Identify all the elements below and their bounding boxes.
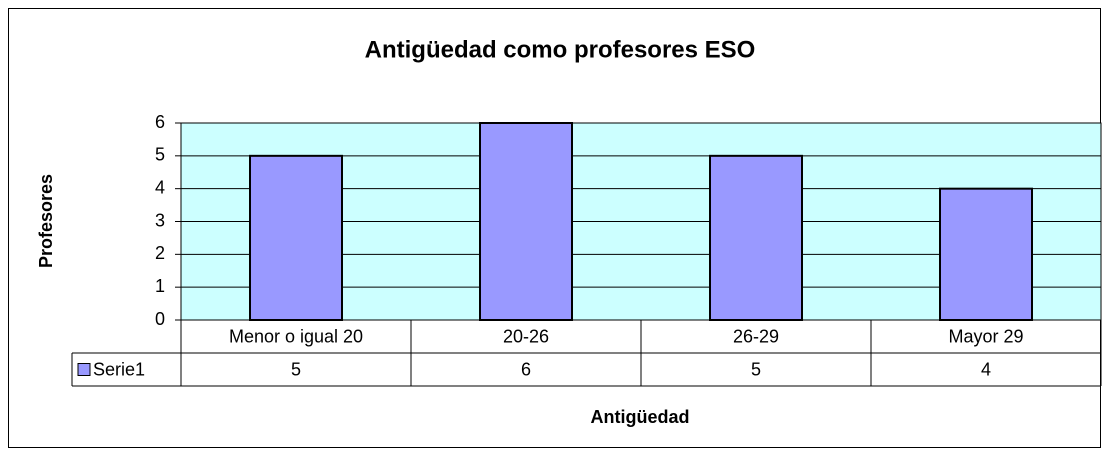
x-tick-label: 26-29 <box>733 326 779 346</box>
table-value: 5 <box>291 359 301 379</box>
x-tick-label: Menor o igual 20 <box>229 326 363 346</box>
y-tick-label: 3 <box>155 210 165 230</box>
bar <box>249 154 343 321</box>
legend-label: Serie1 <box>93 359 145 379</box>
y-axis-label: Profesores <box>36 174 56 268</box>
bar <box>939 187 1033 321</box>
y-tick-label: 2 <box>155 243 165 263</box>
legend-swatch <box>77 363 91 376</box>
x-axis-label: Antigüedad <box>591 407 690 427</box>
y-tick-label: 4 <box>155 177 165 197</box>
chart-title: Antigüedad como profesores ESO <box>365 36 756 63</box>
y-tick-label: 5 <box>155 145 165 165</box>
table-value: 5 <box>751 359 761 379</box>
y-tick-label: 0 <box>155 309 165 329</box>
y-tick-label: 6 <box>155 112 165 132</box>
table-value: 6 <box>521 359 531 379</box>
bar <box>479 122 573 321</box>
bar <box>709 154 803 321</box>
x-tick-label: Mayor 29 <box>948 326 1023 346</box>
y-tick-label: 1 <box>155 276 165 296</box>
table-value: 4 <box>981 359 991 379</box>
x-tick-label: 20-26 <box>503 326 549 346</box>
